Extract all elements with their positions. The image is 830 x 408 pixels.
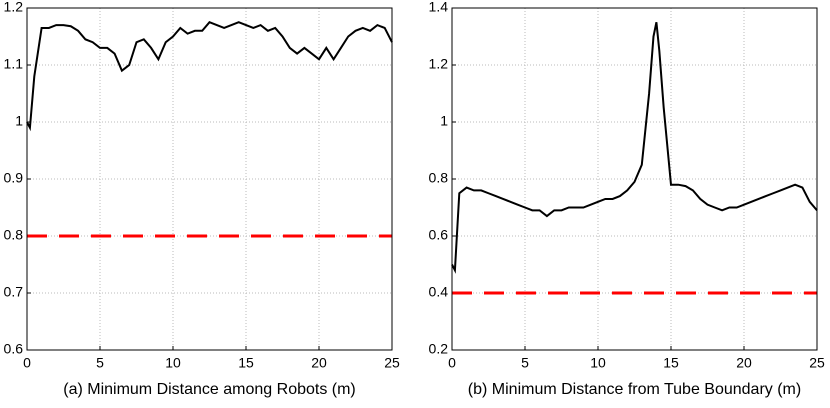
plot-frame xyxy=(26,7,393,351)
x-tick-label: 0 xyxy=(23,355,31,371)
y-tick-label: 0.9 xyxy=(4,170,24,186)
x-tick-label: 20 xyxy=(311,355,327,371)
x-axis-label: (a) Minimum Distance among Robots (m) xyxy=(63,381,356,398)
y-tick-label: 0.6 xyxy=(4,341,24,357)
x-axis-label: (b) Minimum Distance from Tube Boundary … xyxy=(468,381,801,398)
y-tick-label: 1 xyxy=(440,113,448,129)
y-tick-label: 1.4 xyxy=(429,0,449,15)
x-tick-label: 5 xyxy=(96,355,104,371)
x-tick-label: 15 xyxy=(238,355,254,371)
plot-frame xyxy=(451,7,818,351)
x-tick-label: 25 xyxy=(809,355,825,371)
y-tick-label: 1.2 xyxy=(4,0,24,15)
data-line xyxy=(451,22,818,274)
x-tick-label: 0 xyxy=(448,355,456,371)
y-tick-label: 0.8 xyxy=(429,170,449,186)
data-line xyxy=(26,21,393,132)
y-tick-label: 1.2 xyxy=(429,56,449,72)
x-tick-label: 25 xyxy=(384,355,400,371)
x-tick-label: 10 xyxy=(590,355,606,371)
y-tick-label: 0.7 xyxy=(4,284,24,300)
x-tick-label: 15 xyxy=(663,355,679,371)
x-tick-label: 20 xyxy=(736,355,752,371)
y-tick-label: 0.4 xyxy=(429,284,449,300)
y-tick-label: 1.1 xyxy=(4,56,24,72)
y-tick-label: 1 xyxy=(15,113,23,129)
x-tick-label: 10 xyxy=(165,355,181,371)
x-tick-label: 5 xyxy=(521,355,529,371)
y-tick-label: 0.8 xyxy=(4,227,24,243)
y-tick-label: 0.6 xyxy=(429,227,449,243)
y-tick-label: 0.2 xyxy=(429,341,449,357)
